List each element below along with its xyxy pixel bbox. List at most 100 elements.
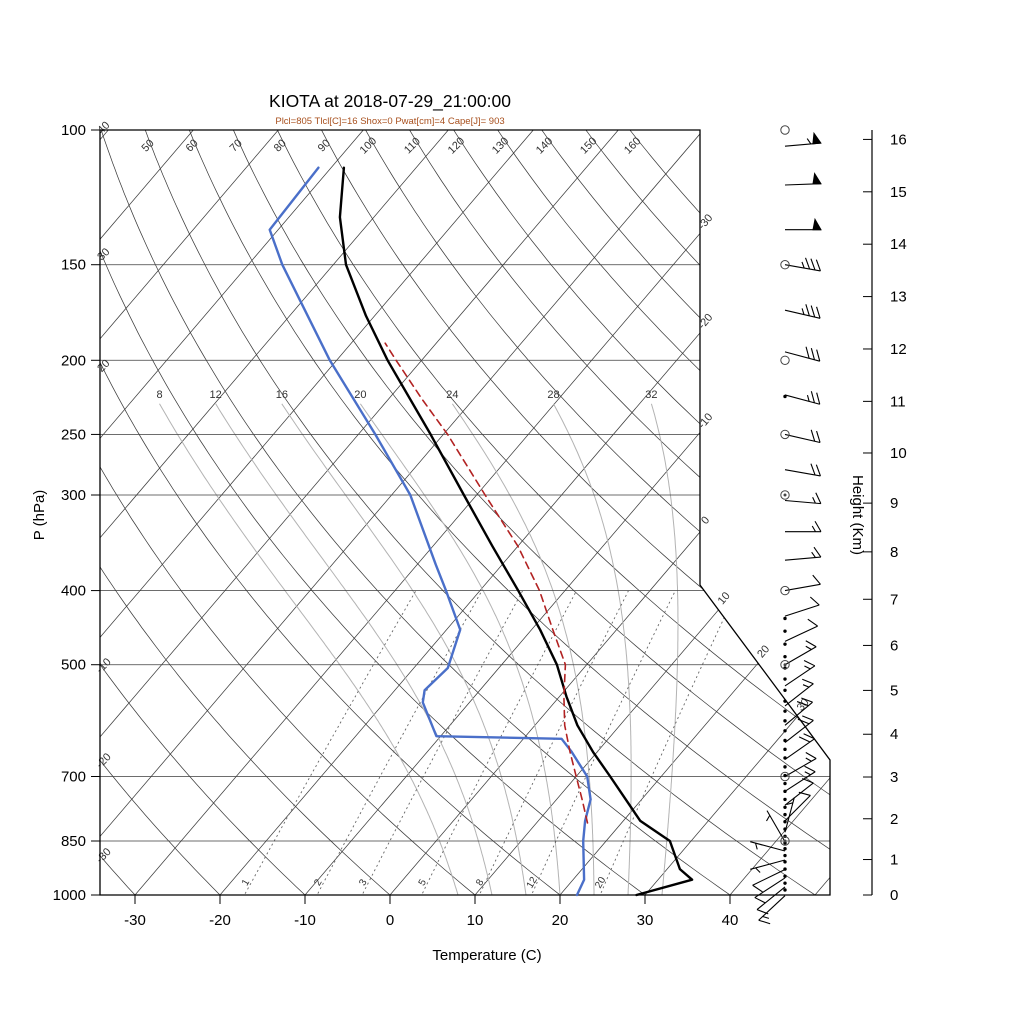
- dry-adiabat: [185, 130, 830, 895]
- moist-adiabat: [650, 403, 679, 895]
- dry-adiabat: [100, 130, 668, 895]
- height-tick-label: 6: [890, 637, 898, 654]
- wind-barb: [784, 777, 814, 806]
- significant-level-dot: [783, 654, 787, 659]
- plot-title: KIOTA at 2018-07-29_21:00:00: [269, 91, 511, 112]
- mixing-ratio-line: [235, 590, 417, 895]
- mandatory-level-dot: [783, 493, 787, 497]
- wind-barb: [784, 492, 822, 505]
- height-tick-label: 4: [890, 726, 898, 743]
- moist-adiabat-label: 8: [156, 389, 162, 401]
- mixing-ratio-label: 3: [357, 877, 370, 888]
- wind-barb: [784, 640, 817, 666]
- moist-adiabat-label: 16: [276, 389, 288, 401]
- mixing-ratio-label: 1: [240, 877, 253, 888]
- dry-adiabat: [100, 130, 496, 895]
- mandatory-level-circle: [780, 125, 790, 135]
- moist-adiabat-label: 12: [210, 389, 222, 401]
- isotherm: [644, 130, 830, 895]
- temperature-tick-label: 30: [637, 912, 654, 929]
- dry-adiabat: [578, 130, 830, 895]
- wind-barb: [752, 868, 786, 893]
- pressure-tick-label: 300: [61, 487, 86, 504]
- moist-adiabat-label: 28: [547, 389, 559, 401]
- significant-level-dot: [783, 729, 787, 733]
- temperature-tick-label: 10: [467, 912, 484, 929]
- significant-level-dot: [783, 738, 787, 743]
- parcel-curve: [384, 342, 589, 824]
- dry-adiabat: [100, 130, 754, 895]
- background-grid: [100, 130, 830, 895]
- wind-barb: [784, 733, 815, 760]
- height-tick-label: 1: [890, 852, 898, 869]
- pressure-tick-label: 100: [61, 122, 86, 139]
- moist-adiabat: [553, 403, 632, 895]
- mixing-ratio-label: 20: [593, 875, 608, 891]
- mixing-ratio-label: 8: [474, 877, 487, 888]
- wind-barb: [784, 618, 818, 642]
- temperature-tick-label: -30: [124, 912, 146, 929]
- wind-barb: [766, 810, 786, 843]
- wind-barb: [785, 520, 822, 533]
- mandatory-level-circle: [780, 660, 790, 670]
- pressure-tick-label: 200: [61, 352, 86, 369]
- height-tick-label: 10: [890, 445, 907, 462]
- wind-barb: [784, 429, 821, 444]
- dry-adiabat: [100, 130, 582, 895]
- height-tick-label: 3: [890, 769, 898, 786]
- significant-level-dot: [783, 860, 787, 864]
- wind-barb: [784, 131, 822, 147]
- wind-barb: [784, 257, 821, 272]
- height-axis-title: Height (Km): [849, 475, 866, 555]
- temperature-tick-label: 0: [386, 912, 394, 929]
- dry-adiabat: [100, 130, 409, 895]
- mandatory-level-dot: [783, 839, 787, 843]
- temperature-curve: [338, 166, 694, 897]
- wind-barb: [750, 841, 786, 852]
- significant-level-dot: [783, 847, 787, 851]
- mixing-ratio-line: [413, 590, 577, 895]
- height-tick-label: 2: [890, 811, 898, 828]
- mixing-ratio-line: [471, 590, 629, 895]
- significant-level-dot: [783, 819, 787, 824]
- pressure-axis-label: P (hPa): [31, 490, 48, 541]
- pressure-tick-label: 1000: [53, 887, 86, 904]
- plot-subtitle: Plcl=805 Tlcl[C]=16 Shox=0 Pwat[cm]=4 Ca…: [275, 116, 504, 127]
- dry-adiabat: [316, 130, 830, 895]
- pressure-tick-label: 500: [61, 657, 86, 674]
- dry-adiabat: [141, 130, 830, 895]
- significant-level-dot: [783, 699, 787, 703]
- isotherm: [304, 130, 830, 895]
- dry-adiabat: [534, 130, 830, 895]
- mandatory-level-circle: [780, 355, 790, 365]
- pressure-tick-label: 150: [61, 257, 86, 274]
- significant-level-dot: [783, 688, 787, 692]
- significant-level-dot: [783, 867, 787, 871]
- height-tick-label: 11: [890, 393, 906, 410]
- moist-adiabat: [159, 403, 465, 895]
- wind-barb: [784, 574, 821, 592]
- dry-adiabat: [100, 130, 323, 895]
- wind-barb: [784, 678, 814, 707]
- significant-level-dot: [783, 719, 787, 723]
- isotherm: [559, 130, 830, 895]
- wind-barb: [750, 859, 786, 873]
- mandatory-level-circle: [780, 429, 790, 440]
- mandatory-level-circle: [780, 585, 790, 596]
- wind-barb: [784, 304, 821, 319]
- sounding-profiles: [268, 166, 694, 897]
- significant-level-dot: [783, 677, 787, 681]
- significant-level-dot: [783, 773, 787, 778]
- wind-barb: [784, 172, 822, 186]
- mandatory-level-circle: [780, 260, 790, 270]
- wind-barb: [784, 697, 813, 726]
- mandatory-level-circle: [780, 836, 790, 846]
- mixing-ratio-line: [523, 590, 676, 895]
- height-tick-label: 7: [890, 591, 898, 608]
- dry-adiabat: [491, 130, 830, 895]
- temperature-tick-label: 20: [552, 912, 569, 929]
